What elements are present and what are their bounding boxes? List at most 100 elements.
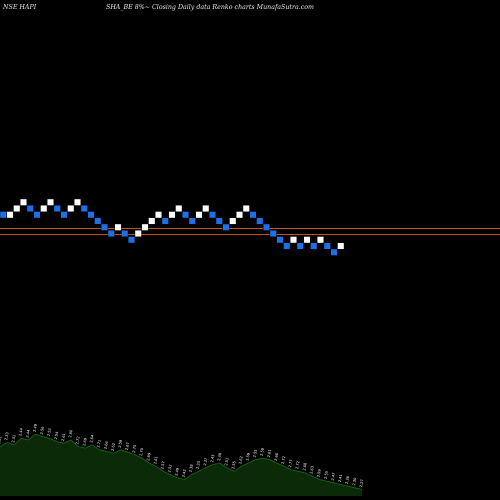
renko-brick bbox=[74, 198, 81, 206]
volume-label: 2.72 bbox=[281, 456, 286, 465]
volume-label: 2.33 bbox=[196, 461, 201, 470]
renko-brick bbox=[101, 223, 108, 231]
renko-brick bbox=[121, 230, 129, 237]
renko-brick bbox=[148, 217, 156, 225]
renko-brick bbox=[222, 223, 230, 231]
volume-label: 2.63 bbox=[309, 466, 314, 475]
volume-label: 2.68 bbox=[302, 462, 307, 471]
renko-brick bbox=[229, 217, 237, 225]
volume-label: 2.56 bbox=[40, 426, 45, 435]
volume-label: 2.43 bbox=[210, 454, 215, 463]
volume-label: 2.52 bbox=[47, 428, 52, 437]
volume-label: 2.49 bbox=[174, 467, 179, 476]
renko-brick bbox=[107, 230, 115, 237]
volume-label: 2.54 bbox=[54, 431, 59, 440]
renko-brick bbox=[256, 217, 264, 225]
volume-line bbox=[0, 433, 363, 490]
volume-label: 2.72 bbox=[75, 436, 80, 445]
renko-brick bbox=[33, 211, 41, 219]
renko-brick bbox=[202, 205, 210, 212]
renko-brick bbox=[87, 211, 95, 219]
volume-label: 2.66 bbox=[274, 452, 279, 461]
volume-label: 2.70 bbox=[139, 447, 144, 456]
renko-brick bbox=[310, 242, 318, 250]
volume-label: 2.59 bbox=[118, 439, 123, 448]
volume-label: 2.64 bbox=[89, 434, 94, 443]
volume-label: 2.31 bbox=[11, 434, 16, 443]
renko-brick bbox=[337, 242, 345, 250]
volume-label: 2.69 bbox=[82, 437, 87, 446]
renko-brick bbox=[317, 236, 324, 244]
volume-label: 2.62 bbox=[238, 456, 243, 465]
volume-label: 2.48 bbox=[217, 452, 222, 461]
volume-label: 2.31 bbox=[0, 436, 2, 445]
renko-brick bbox=[263, 223, 270, 231]
volume-label: 2.55 bbox=[324, 471, 329, 480]
renko-brick bbox=[134, 230, 142, 237]
renko-brick bbox=[182, 211, 189, 219]
renko-brick bbox=[209, 211, 216, 219]
volume-label: 2.58 bbox=[260, 447, 265, 456]
volume-label: 2.55 bbox=[231, 461, 236, 470]
volume-label: 2.75 bbox=[132, 444, 137, 453]
renko-brick bbox=[188, 217, 196, 225]
renko-brick bbox=[0, 211, 7, 219]
renko-brick bbox=[53, 205, 61, 212]
renko-brick bbox=[6, 211, 14, 219]
renko-brick bbox=[269, 230, 277, 237]
volume-label: 2.61 bbox=[61, 433, 66, 442]
volume-label: 2.72 bbox=[295, 461, 300, 470]
volume-label: 2.33 bbox=[4, 432, 9, 441]
volume-label: 2.57 bbox=[160, 461, 165, 470]
volume-label: 2.61 bbox=[267, 449, 272, 458]
renko-brick bbox=[94, 217, 102, 225]
renko-brick bbox=[67, 205, 75, 212]
renko-brick bbox=[128, 236, 135, 244]
renko-brick bbox=[141, 223, 149, 231]
volume-label: 2.42 bbox=[182, 469, 187, 478]
renko-brick bbox=[296, 242, 304, 250]
volume-label: 2.52 bbox=[167, 464, 172, 473]
renko-brick bbox=[276, 236, 284, 244]
volume-label: 2.71 bbox=[96, 439, 101, 448]
volume-label: 2.67 bbox=[125, 442, 130, 451]
volume-label: 2.62 bbox=[111, 443, 116, 452]
volume-label: 2.66 bbox=[104, 440, 109, 449]
volume-label: 2.49 bbox=[33, 423, 38, 432]
volume-label: 2.61 bbox=[153, 456, 158, 465]
volume-label: 2.38 bbox=[189, 463, 194, 472]
renko-brick bbox=[290, 236, 297, 244]
volume-label: 2.44 bbox=[25, 429, 30, 438]
volume-area bbox=[0, 434, 362, 496]
volume-label: 2.77 bbox=[288, 459, 293, 468]
volume-label: 2.30 bbox=[352, 477, 357, 486]
renko-brick bbox=[323, 242, 331, 250]
renko-brick bbox=[161, 217, 169, 225]
renko-brick bbox=[236, 211, 243, 219]
volume-label: 2.59 bbox=[245, 452, 250, 461]
renko-brick bbox=[330, 248, 338, 256]
renko-brick bbox=[13, 205, 21, 212]
symbol-title: NSE HAPI bbox=[3, 4, 37, 11]
renko-brick bbox=[195, 211, 203, 219]
volume-label: 2.41 bbox=[338, 474, 343, 483]
renko-brick bbox=[155, 211, 162, 219]
volume-label: 2.44 bbox=[18, 427, 23, 436]
renko-brick bbox=[114, 223, 122, 231]
renko-brick bbox=[242, 205, 250, 212]
volume-label: 2.69 bbox=[146, 452, 151, 461]
volume-label: 2.47 bbox=[331, 472, 336, 481]
renko-brick bbox=[80, 205, 88, 212]
renko-brick bbox=[60, 211, 68, 219]
renko-brick bbox=[47, 198, 54, 206]
renko-brick bbox=[20, 198, 27, 206]
renko-brick bbox=[40, 205, 48, 212]
volume-label: 2.51 bbox=[224, 457, 229, 466]
volume-label: 2.55 bbox=[253, 449, 258, 458]
renko-brick bbox=[26, 205, 34, 212]
chart-subtitle: SHA_BE 8%~ Closing Daily data Renko char… bbox=[106, 4, 315, 11]
volume-label: 2.37 bbox=[203, 457, 208, 466]
volume-label: 2.59 bbox=[316, 468, 321, 477]
renko-brick bbox=[168, 211, 176, 219]
